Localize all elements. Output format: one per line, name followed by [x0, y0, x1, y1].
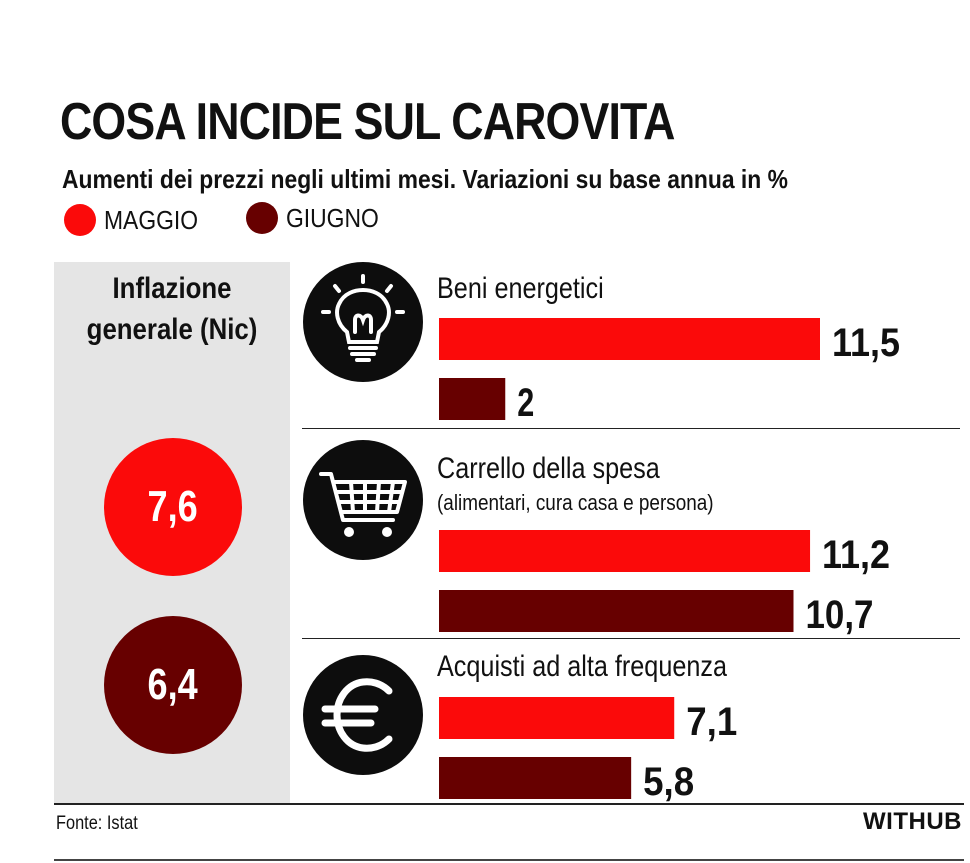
legend-label-giugno: GIUGNO: [286, 202, 379, 233]
bar-acquisti-giugno: [439, 757, 632, 799]
bar-energia-maggio: [439, 318, 820, 360]
legend-dot-maggio: [64, 204, 96, 236]
category-note-carrello: (alimentari, cura casa e persona): [437, 490, 714, 515]
category-label-carrello: Carrello della spesa: [437, 452, 660, 485]
bar-carrello-maggio: [439, 530, 811, 572]
inflation-giugno-value: 6,4: [147, 660, 199, 709]
inflation-giugno-circle: 6,4: [104, 616, 242, 754]
bar-carrello-giugno: [439, 590, 794, 632]
legend-label-maggio: MAGGIO: [104, 204, 199, 235]
bar-acquisti-maggio: [439, 697, 675, 739]
legend-item-giugno: GIUGNO: [246, 202, 391, 234]
bar-label-carrello-maggio: 11,2: [822, 533, 890, 577]
legend-item-maggio: MAGGIO: [64, 204, 211, 236]
inflation-panel: Inflazione generale (Nic) 7,6 6,4: [54, 262, 290, 803]
source-note: Fonte: Istat: [56, 813, 138, 834]
lightbulb-icon: [303, 262, 423, 382]
bar-energia-giugno: [439, 378, 506, 420]
bar-label-acquisti-giugno: 5,8: [643, 760, 694, 804]
chart-subtitle: Aumenti dei prezzi negli ultimi mesi. Va…: [62, 164, 788, 194]
category-label-energia: Beni energetici: [437, 272, 604, 305]
euro-icon: [303, 655, 423, 775]
category-label-acquisti: Acquisti ad alta frequenza: [437, 650, 727, 683]
shopping-cart-icon: [303, 440, 423, 560]
legend-dot-giugno: [246, 202, 278, 234]
bar-label-carrello-giugno: 10,7: [805, 593, 873, 637]
bar-label-energia-giugno: 2: [517, 381, 534, 425]
brand-logo: WITHUB: [863, 808, 962, 835]
inflation-title: Inflazione generale (Nic): [86, 272, 258, 346]
bar-label-energia-maggio: 11,5: [832, 321, 900, 365]
chart-title: COSA INCIDE SUL CAROVITA: [60, 93, 675, 151]
bar-label-acquisti-maggio: 7,1: [686, 700, 737, 744]
divider: [302, 638, 960, 639]
inflation-maggio-circle: 7,6: [104, 438, 242, 576]
divider: [302, 428, 960, 429]
inflation-maggio-value: 7,6: [147, 482, 199, 531]
bottom-rule: [54, 803, 964, 805]
bottom-line: [54, 859, 964, 861]
